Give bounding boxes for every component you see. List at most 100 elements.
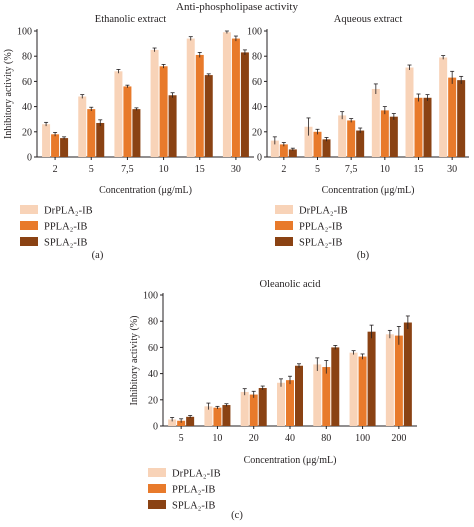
panel-title: Ethanolic extract — [95, 14, 167, 25]
panel-label: (c) — [231, 510, 243, 521]
bar-spla2-ib-10 — [222, 405, 231, 426]
legend-label-ppla2-ib: PPLA₂-IB — [299, 222, 342, 233]
y-tick-label: 0 — [153, 422, 158, 433]
x-tick-label: 7,5 — [345, 164, 358, 175]
y-tick-label: 100 — [17, 27, 32, 38]
bar-drpla2-ib-30 — [222, 32, 231, 158]
y-tick-label: 40 — [22, 102, 32, 113]
y-tick-label: 20 — [22, 127, 32, 138]
y-tick-label: 20 — [148, 395, 158, 406]
y-tick-label: 40 — [252, 102, 262, 113]
bar-spla2-ib-15 — [423, 97, 432, 157]
panel-label: (b) — [357, 250, 370, 261]
bar-drpla2-ib-10 — [150, 49, 159, 157]
y-tick-label: 100 — [143, 291, 158, 302]
legend-label-spla2-ib: SPLA₂-IB — [44, 238, 87, 249]
bar-ppla2-ib-5 — [87, 109, 96, 157]
x-tick-label: 15 — [414, 164, 424, 175]
bar-spla2-ib-5 — [186, 416, 195, 426]
bar-drpla2-ib-80 — [313, 364, 322, 426]
bar-drpla2-ib-30 — [439, 57, 448, 157]
bar-drpla2-ib-5 — [168, 419, 177, 426]
bar-ppla2-ib-15 — [195, 54, 204, 157]
chart-panel-2: 0 20 40 60 80 100 Aqueous extract Concentration… — [247, 14, 469, 261]
legend-label-drpla2-ib: DrPLA₂-IB — [44, 206, 93, 217]
legend-swatch-drpla2-ib — [275, 205, 293, 214]
bar-drpla2-ib-20 — [240, 391, 249, 426]
bar-ppla2-ib-15 — [414, 97, 423, 157]
bar-spla2-ib-75 — [132, 109, 141, 157]
y-tick-label: 80 — [22, 52, 32, 63]
legend-label-spla2-ib: SPLA₂-IB — [172, 501, 215, 512]
x-axis-label: Concentration (μg/mL) — [244, 455, 337, 466]
bar-drpla2-ib-40 — [277, 382, 285, 426]
bar-spla2-ib-15 — [204, 75, 213, 157]
bar-spla2-ib-20 — [258, 388, 267, 426]
x-tick-label: 30 — [231, 164, 241, 175]
x-tick-label: 30 — [447, 164, 457, 175]
legend-label-drpla2-ib: DrPLA₂-IB — [172, 469, 221, 480]
panel-title: Oleanolic acid — [260, 279, 322, 290]
legend-swatch-ppla2-ib — [275, 221, 293, 230]
x-tick-label: 80 — [321, 433, 331, 444]
bar-spla2-ib-75 — [356, 130, 365, 157]
y-tick-label: 60 — [252, 77, 262, 88]
bar-ppla2-ib-80 — [322, 367, 331, 426]
y-tick-label: 60 — [22, 77, 32, 88]
bar-ppla2-ib-2 — [279, 144, 288, 157]
bar-ppla2-ib-30 — [448, 77, 457, 157]
bar-drpla2-ib-10 — [204, 406, 213, 426]
x-tick-label: 40 — [285, 433, 295, 444]
y-tick-label: 80 — [148, 317, 158, 328]
y-tick-label: 80 — [252, 52, 262, 63]
bar-spla2-ib-2 — [288, 149, 297, 157]
y-tick-label: 40 — [148, 369, 158, 380]
bar-ppla2-ib-10 — [380, 110, 389, 157]
legend-label-drpla2-ib: DrPLA₂-IB — [299, 206, 348, 217]
legend-swatch-spla2-ib — [20, 237, 38, 246]
legend-label-spla2-ib: SPLA₂-IB — [299, 238, 342, 249]
chart-panel-1: 0 20 40 60 80 100 Ethanolic extract Inhibitory … — [3, 14, 254, 261]
x-tick-label: 10 — [212, 433, 222, 444]
chart-panel-3: 0 20 40 60 80 100 Oleanolic acid Inhibitory act… — [129, 279, 417, 521]
bar-drpla2-ib-15 — [186, 38, 195, 158]
x-tick-label: 10 — [159, 164, 169, 175]
y-axis-label: Inhibitory activity (%) — [3, 49, 14, 139]
bar-spla2-ib-40 — [295, 365, 303, 426]
x-axis-label: Concentration (μg/mL) — [322, 185, 415, 196]
bar-spla2-ib-30 — [457, 80, 466, 157]
bar-drpla2-ib-75 — [114, 71, 123, 157]
x-tick-label: 200 — [391, 433, 406, 444]
bar-spla2-ib-200 — [403, 322, 412, 426]
x-tick-label: 5 — [315, 164, 320, 175]
x-tick-label: 7,5 — [121, 164, 134, 175]
y-tick-label: 100 — [247, 27, 262, 38]
x-axis-label: Concentration (μg/mL) — [99, 185, 192, 196]
bar-spla2-ib-30 — [240, 52, 249, 157]
x-tick-label: 2 — [281, 164, 286, 175]
bar-ppla2-ib-2 — [51, 134, 60, 157]
x-tick-label: 100 — [355, 433, 370, 444]
bar-drpla2-ib-2 — [42, 124, 51, 157]
panel-title: Aqueous extract — [334, 14, 403, 25]
bar-drpla2-ib-10 — [371, 88, 380, 157]
legend-swatch-spla2-ib — [275, 237, 293, 246]
bar-ppla2-ib-75 — [123, 86, 132, 157]
x-tick-label: 2 — [53, 164, 58, 175]
x-tick-label: 5 — [89, 164, 94, 175]
bar-drpla2-ib-75 — [338, 115, 347, 157]
bar-ppla2-ib-75 — [347, 120, 356, 157]
bar-drpla2-ib-2 — [270, 140, 279, 157]
bar-drpla2-ib-5 — [304, 126, 313, 157]
x-tick-label: 5 — [179, 433, 184, 444]
y-tick-label: 20 — [252, 127, 262, 138]
bar-ppla2-ib-30 — [231, 38, 240, 158]
legend-swatch-drpla2-ib — [20, 205, 38, 214]
bar-drpla2-ib-200 — [385, 334, 394, 426]
bar-spla2-ib-5 — [322, 139, 331, 157]
y-tick-label: 0 — [27, 153, 32, 164]
bar-ppla2-ib-5 — [177, 420, 186, 426]
bar-ppla2-ib-100 — [358, 356, 367, 426]
bar-spla2-ib-5 — [96, 122, 105, 157]
